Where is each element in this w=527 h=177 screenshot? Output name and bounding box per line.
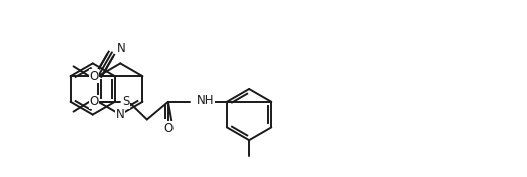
- Text: O: O: [90, 70, 99, 83]
- Text: O: O: [90, 95, 99, 108]
- Text: NH: NH: [197, 94, 214, 107]
- Text: N: N: [116, 108, 125, 121]
- Text: N: N: [117, 42, 125, 55]
- Text: S: S: [122, 95, 129, 108]
- Text: O: O: [163, 122, 172, 135]
